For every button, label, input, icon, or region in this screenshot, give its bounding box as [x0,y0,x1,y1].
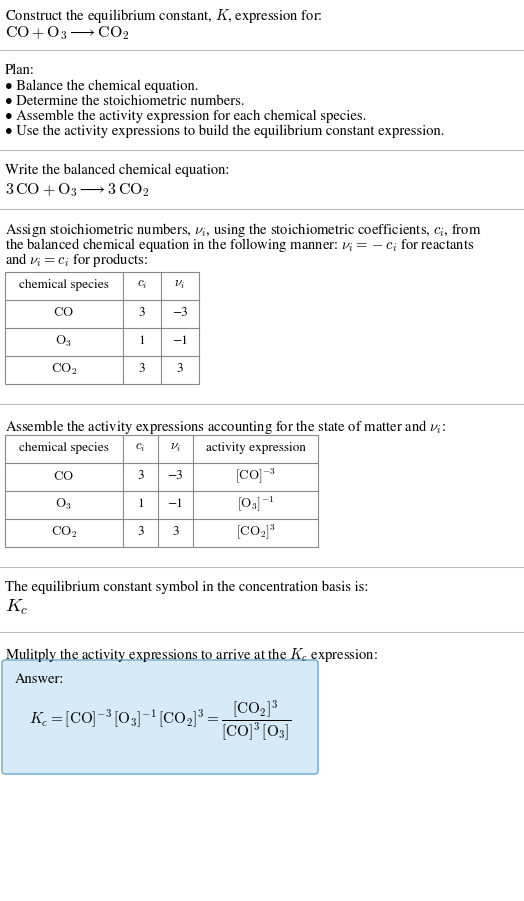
Text: 3: 3 [139,307,145,319]
Text: the balanced chemical equation in the following manner: $\nu_i = -c_i$ for react: the balanced chemical equation in the fo… [5,236,474,254]
Text: $c_i$: $c_i$ [135,441,146,454]
Text: $[\mathrm{CO}]^{-3}$: $[\mathrm{CO}]^{-3}$ [235,467,276,486]
Text: −1: −1 [172,335,188,347]
Text: −1: −1 [168,498,183,510]
Text: Assign stoichiometric numbers, $\nu_i$, using the stoichiometric coefficients, $: Assign stoichiometric numbers, $\nu_i$, … [5,221,482,239]
Text: $K_c = [\mathrm{CO}]^{-3}\,[\mathrm{O}_3]^{-1}\,[\mathrm{CO}_2]^{3} = \dfrac{[\m: $K_c = [\mathrm{CO}]^{-3}\,[\mathrm{O}_3… [29,699,291,743]
Text: $[\mathrm{CO}_2]^{3}$: $[\mathrm{CO}_2]^{3}$ [235,523,276,542]
Text: $\mathrm{CO}_2$: $\mathrm{CO}_2$ [51,524,77,540]
Text: $\mathrm{O}_3$: $\mathrm{O}_3$ [56,496,72,512]
Text: • Determine the stoichiometric numbers.: • Determine the stoichiometric numbers. [5,95,245,108]
Text: Assemble the activity expressions accounting for the state of matter and $\nu_i$: Assemble the activity expressions accoun… [5,418,446,436]
Bar [5,435,318,547]
Bar [5,272,199,384]
Text: $\mathrm{CO} + \mathrm{O}_3 \longrightarrow \mathrm{CO}_2$: $\mathrm{CO} + \mathrm{O}_3 \longrightar… [5,24,129,41]
Text: activity expression: activity expression [205,442,305,454]
Text: Plan:: Plan: [5,64,35,77]
Text: chemical species: chemical species [19,279,109,291]
Text: 3: 3 [172,526,179,538]
Text: Construct the equilibrium constant, $K$, expression for:: Construct the equilibrium constant, $K$,… [5,7,323,25]
Text: $\mathrm{O}_3$: $\mathrm{O}_3$ [56,333,72,349]
Text: $K_c$: $K_c$ [5,598,28,617]
Text: −3: −3 [168,470,183,482]
Text: • Assemble the activity expression for each chemical species.: • Assemble the activity expression for e… [5,110,366,123]
Text: $\mathrm{CO}$: $\mathrm{CO}$ [53,469,74,483]
Text: −3: −3 [172,307,188,319]
Text: 3: 3 [177,363,183,375]
Text: $\nu_i$: $\nu_i$ [170,441,181,454]
Text: • Balance the chemical equation.: • Balance the chemical equation. [5,80,199,94]
Text: $3\,\mathrm{CO} + \mathrm{O}_3 \longrightarrow 3\,\mathrm{CO}_2$: $3\,\mathrm{CO} + \mathrm{O}_3 \longrigh… [5,181,150,199]
Text: Mulitply the activity expressions to arrive at the $K_c$ expression:: Mulitply the activity expressions to arr… [5,646,378,664]
Text: • Use the activity expressions to build the equilibrium constant expression.: • Use the activity expressions to build … [5,125,444,139]
Text: $\nu_i$: $\nu_i$ [174,279,185,291]
Text: 3: 3 [137,470,144,482]
FancyBboxPatch shape [2,660,318,774]
Text: $c_i$: $c_i$ [137,279,147,291]
Text: Answer:: Answer: [15,673,64,687]
Text: chemical species: chemical species [19,442,109,454]
Text: $\mathrm{CO}$: $\mathrm{CO}$ [53,306,74,320]
Text: $\mathrm{CO}_2$: $\mathrm{CO}_2$ [51,361,77,377]
Text: 1: 1 [137,498,144,510]
Text: 3: 3 [137,526,144,538]
Text: and $\nu_i = c_i$ for products:: and $\nu_i = c_i$ for products: [5,251,148,269]
Text: 1: 1 [139,335,145,347]
Text: $[\mathrm{O}_3]^{-1}$: $[\mathrm{O}_3]^{-1}$ [237,495,274,514]
Text: The equilibrium constant symbol in the concentration basis is:: The equilibrium constant symbol in the c… [5,581,368,595]
Text: 3: 3 [139,363,145,375]
Text: Write the balanced chemical equation:: Write the balanced chemical equation: [5,164,230,177]
